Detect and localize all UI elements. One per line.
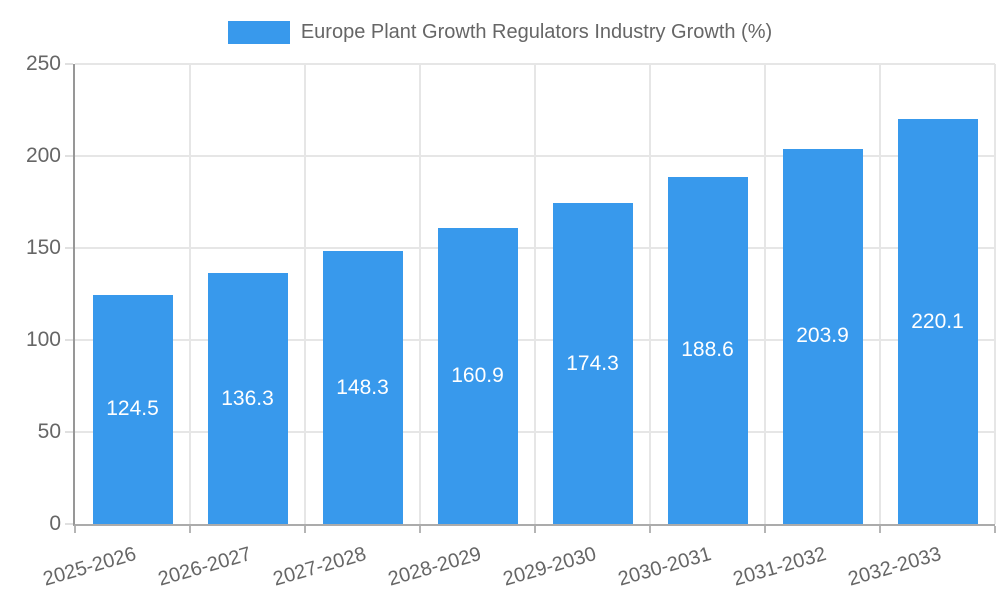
legend-label[interactable]: Europe Plant Growth Regulators Industry … bbox=[300, 20, 773, 43]
x-tick-label: 2031-2032 bbox=[730, 543, 829, 591]
y-tick-label: 100 bbox=[25, 328, 61, 351]
x-axis-tick bbox=[74, 526, 76, 533]
bar[interactable]: 148.3 bbox=[322, 251, 403, 524]
x-axis-tick bbox=[534, 526, 536, 533]
x-tick-label: 2030-2031 bbox=[615, 543, 714, 591]
bar-value-label: 148.3 bbox=[336, 375, 389, 399]
x-axis-tick bbox=[189, 526, 191, 533]
y-axis-tick bbox=[65, 523, 73, 525]
y-axis-tick bbox=[65, 339, 73, 341]
gridline-vertical bbox=[649, 64, 651, 524]
bar-value-label: 174.3 bbox=[566, 351, 619, 375]
gridline-vertical bbox=[534, 64, 536, 524]
x-axis-tick bbox=[649, 526, 651, 533]
bar[interactable]: 124.5 bbox=[92, 294, 173, 524]
y-axis-labels: 0 50 100 150 200 250 bbox=[0, 53, 61, 535]
y-tick-label: 50 bbox=[37, 420, 61, 443]
bar-value-label: 220.1 bbox=[911, 309, 964, 333]
y-axis-tick bbox=[65, 431, 73, 433]
gridline-vertical bbox=[879, 64, 881, 524]
gridline-vertical bbox=[419, 64, 421, 524]
gridline-vertical bbox=[189, 64, 191, 524]
bar[interactable]: 188.6 bbox=[667, 176, 748, 524]
bar[interactable]: 220.1 bbox=[897, 119, 978, 524]
x-axis-tick bbox=[879, 526, 881, 533]
x-axis-tick bbox=[994, 526, 996, 533]
x-tick-label: 2025-2026 bbox=[40, 543, 139, 591]
gridline-vertical bbox=[304, 64, 306, 524]
gridline-vertical bbox=[764, 64, 766, 524]
y-axis-tick bbox=[65, 155, 73, 157]
chart-legend[interactable]: Europe Plant Growth Regulators Industry … bbox=[0, 17, 1000, 47]
bar-value-label: 124.5 bbox=[106, 397, 159, 421]
bar[interactable]: 160.9 bbox=[437, 227, 518, 524]
bar-value-label: 203.9 bbox=[796, 324, 849, 348]
y-axis-tick bbox=[65, 63, 73, 65]
bar-value-label: 160.9 bbox=[451, 363, 504, 387]
bar[interactable]: 174.3 bbox=[552, 203, 633, 524]
y-axis-tick bbox=[65, 247, 73, 249]
x-axis-tick bbox=[304, 526, 306, 533]
x-tick-label: 2032-2033 bbox=[845, 543, 944, 591]
plot-area: 124.5 136.3 148.3 160.9 174.3 188.6 203.9 220.1… bbox=[41, 63, 996, 591]
bar-value-label: 188.6 bbox=[681, 338, 734, 362]
x-axis-tick bbox=[419, 526, 421, 533]
y-tick-label: 0 bbox=[49, 512, 61, 535]
x-tick-label: 2029-2030 bbox=[500, 543, 599, 591]
y-tick-label: 250 bbox=[25, 52, 61, 75]
legend-swatch[interactable] bbox=[227, 20, 290, 44]
x-tick-label: 2028-2029 bbox=[385, 543, 484, 591]
y-tick-label: 200 bbox=[25, 144, 61, 167]
x-tick-label: 2027-2028 bbox=[270, 543, 369, 591]
y-tick-label: 150 bbox=[25, 236, 61, 259]
x-tick-label: 2026-2027 bbox=[155, 543, 254, 591]
gridline-vertical bbox=[994, 64, 996, 524]
x-axis-tick bbox=[764, 526, 766, 533]
bar[interactable]: 136.3 bbox=[207, 273, 288, 524]
bar-value-label: 136.3 bbox=[221, 386, 274, 410]
bar[interactable]: 203.9 bbox=[782, 148, 863, 524]
